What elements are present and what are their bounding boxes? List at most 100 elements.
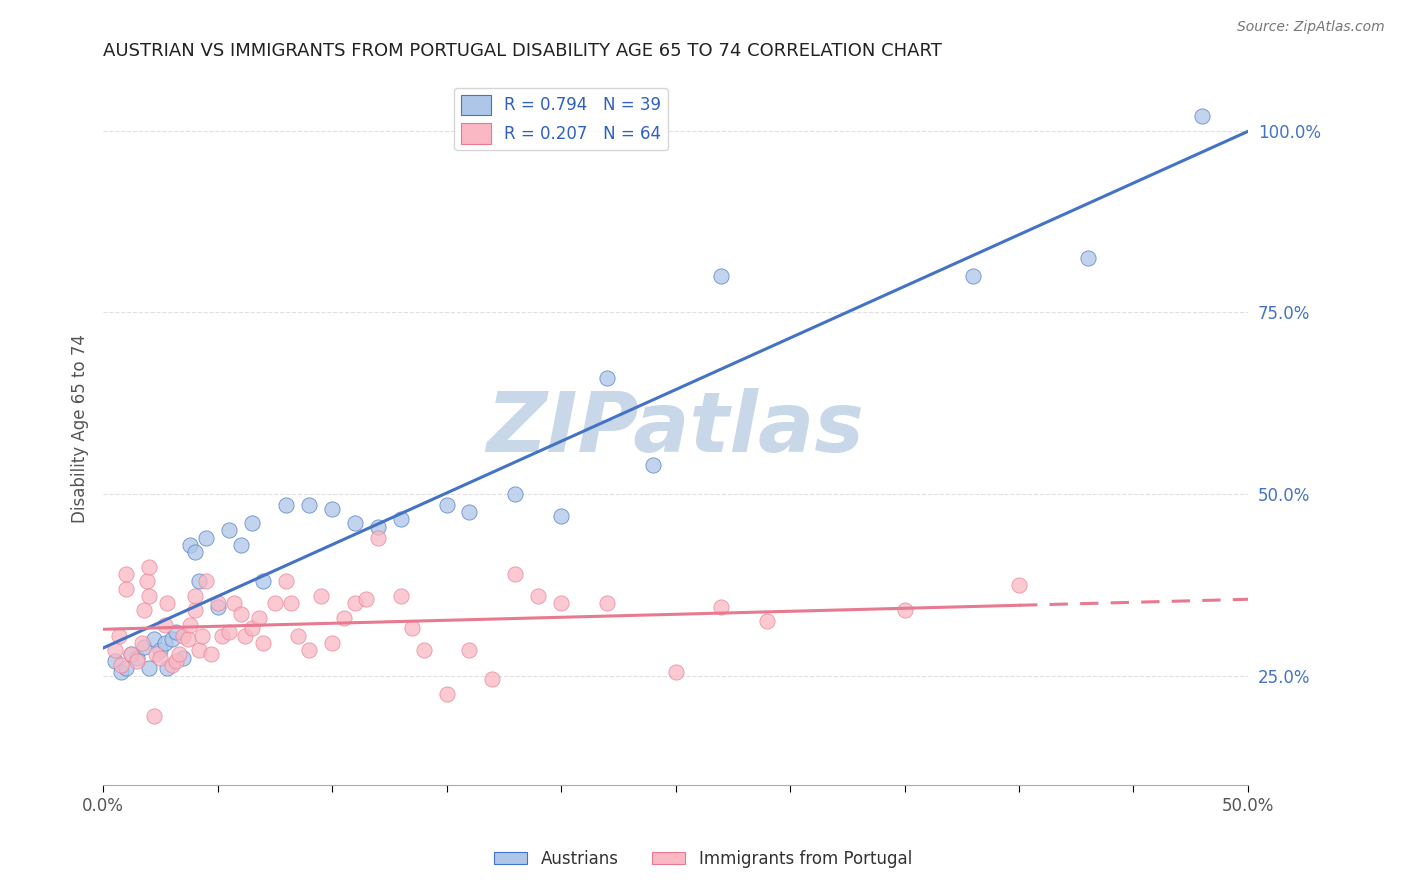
Point	[664, 665, 686, 679]
Point	[179, 617, 201, 632]
Point	[207, 599, 229, 614]
Point	[481, 673, 503, 687]
Point	[115, 661, 138, 675]
Point	[1191, 109, 1213, 123]
Point	[527, 589, 550, 603]
Point	[188, 574, 211, 589]
Point	[309, 589, 332, 603]
Point	[183, 545, 205, 559]
Point	[115, 566, 138, 581]
Point	[134, 640, 156, 654]
Point	[229, 607, 252, 621]
Point	[298, 643, 321, 657]
Point	[218, 625, 240, 640]
Point	[321, 636, 343, 650]
Point	[233, 629, 256, 643]
Point	[138, 661, 160, 675]
Point	[596, 596, 619, 610]
Text: AUSTRIAN VS IMMIGRANTS FROM PORTUGAL DISABILITY AGE 65 TO 74 CORRELATION CHART: AUSTRIAN VS IMMIGRANTS FROM PORTUGAL DIS…	[103, 42, 942, 60]
Point	[550, 596, 572, 610]
Point	[263, 596, 285, 610]
Point	[172, 629, 194, 643]
Point	[149, 643, 172, 657]
Point	[503, 487, 526, 501]
Point	[135, 574, 157, 589]
Point	[145, 647, 167, 661]
Point	[401, 622, 423, 636]
Point	[412, 643, 434, 657]
Point	[200, 647, 222, 661]
Point	[240, 516, 263, 530]
Point	[110, 665, 132, 679]
Point	[240, 622, 263, 636]
Point	[115, 582, 138, 596]
Point	[458, 505, 481, 519]
Point	[321, 501, 343, 516]
Legend: Austrians, Immigrants from Portugal: Austrians, Immigrants from Portugal	[488, 844, 918, 875]
Point	[287, 629, 309, 643]
Point	[503, 566, 526, 581]
Point	[343, 596, 366, 610]
Point	[389, 589, 412, 603]
Point	[108, 629, 131, 643]
Point	[165, 654, 187, 668]
Point	[103, 643, 125, 657]
Point	[367, 531, 389, 545]
Point	[222, 596, 245, 610]
Point	[280, 596, 302, 610]
Point	[195, 531, 218, 545]
Point	[893, 603, 915, 617]
Point	[103, 654, 125, 668]
Point	[252, 574, 274, 589]
Point	[165, 625, 187, 640]
Point	[138, 589, 160, 603]
Text: ZIPatlas: ZIPatlas	[486, 388, 865, 469]
Point	[596, 370, 619, 384]
Point	[142, 632, 165, 647]
Text: Source: ZipAtlas.com: Source: ZipAtlas.com	[1237, 20, 1385, 34]
Y-axis label: Disability Age 65 to 74: Disability Age 65 to 74	[72, 334, 89, 523]
Point	[156, 596, 179, 610]
Point	[183, 589, 205, 603]
Point	[1008, 578, 1031, 592]
Legend: R = 0.794   N = 39, R = 0.207   N = 64: R = 0.794 N = 39, R = 0.207 N = 64	[454, 88, 668, 150]
Point	[252, 636, 274, 650]
Point	[195, 574, 218, 589]
Point	[153, 636, 176, 650]
Point	[172, 650, 194, 665]
Point	[120, 647, 142, 661]
Point	[156, 661, 179, 675]
Point	[211, 629, 233, 643]
Point	[962, 268, 984, 283]
Point	[110, 657, 132, 672]
Point	[343, 516, 366, 530]
Point	[138, 559, 160, 574]
Point	[247, 610, 270, 624]
Point	[183, 603, 205, 617]
Point	[179, 538, 201, 552]
Point	[389, 512, 412, 526]
Point	[149, 650, 172, 665]
Point	[127, 650, 149, 665]
Point	[153, 617, 176, 632]
Point	[134, 603, 156, 617]
Point	[127, 654, 149, 668]
Point	[367, 519, 389, 533]
Point	[188, 643, 211, 657]
Point	[160, 632, 183, 647]
Point	[641, 458, 664, 472]
Point	[436, 687, 458, 701]
Point	[298, 498, 321, 512]
Point	[142, 708, 165, 723]
Point	[1077, 251, 1099, 265]
Point	[332, 610, 354, 624]
Point	[710, 268, 733, 283]
Point	[167, 647, 190, 661]
Point	[207, 596, 229, 610]
Point	[356, 592, 378, 607]
Point	[756, 614, 779, 628]
Point	[120, 647, 142, 661]
Point	[276, 574, 298, 589]
Point	[160, 657, 183, 672]
Point	[177, 632, 200, 647]
